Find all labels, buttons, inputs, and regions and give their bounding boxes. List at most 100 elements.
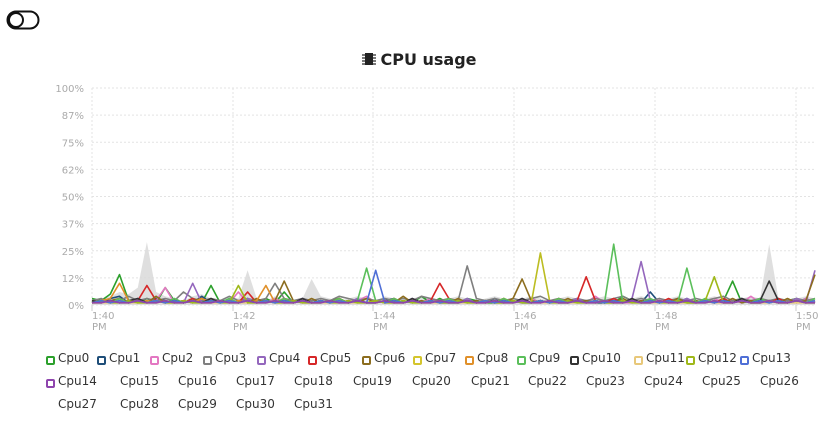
legend-label: Cpu14 — [58, 374, 97, 388]
legend-label: Cpu11 — [646, 351, 685, 365]
legend-item-cpu19[interactable]: Cpu19 — [353, 373, 392, 389]
legend-item-cpu18[interactable]: Cpu18 — [294, 373, 333, 389]
legend-swatch — [46, 356, 55, 365]
legend-label: Cpu8 — [477, 351, 509, 365]
x-tick-ampm: PM — [655, 322, 670, 333]
y-tick-label: 25% — [62, 247, 84, 258]
legend-item-cpu9[interactable]: Cpu9 — [517, 350, 560, 366]
legend-item-cpu25[interactable]: Cpu25 — [702, 373, 741, 389]
x-tick-label: 1:48 — [655, 311, 677, 322]
legend-swatch — [150, 356, 159, 365]
legend-item-cpu28[interactable]: Cpu28 — [120, 396, 159, 412]
legend-item-cpu24[interactable]: Cpu24 — [644, 373, 683, 389]
legend-label: Cpu9 — [529, 351, 561, 365]
x-tick-ampm: PM — [233, 322, 248, 333]
legend-item-cpu0[interactable]: Cpu0 — [46, 350, 89, 366]
legend-label: Cpu16 — [178, 374, 217, 388]
legend-label: Cpu30 — [236, 397, 275, 411]
y-tick-label: 100% — [55, 84, 84, 95]
y-tick-label: 0% — [68, 301, 84, 312]
legend-label: Cpu24 — [644, 374, 683, 388]
legend-item-cpu30[interactable]: Cpu30 — [236, 396, 275, 412]
legend-label: Cpu25 — [702, 374, 741, 388]
legend-swatch — [97, 356, 106, 365]
legend-label: Cpu7 — [425, 351, 457, 365]
y-tick-label: 12% — [62, 274, 84, 285]
legend-label: Cpu13 — [752, 351, 791, 365]
chart-title: CPU usage — [0, 50, 839, 69]
legend-item-cpu7[interactable]: Cpu7 — [413, 350, 456, 366]
x-tick-ampm: PM — [92, 322, 107, 333]
legend-label: Cpu20 — [412, 374, 451, 388]
legend-item-cpu13[interactable]: Cpu13 — [740, 350, 791, 366]
legend-item-cpu17[interactable]: Cpu17 — [236, 373, 275, 389]
legend-item-cpu12[interactable]: Cpu12 — [686, 350, 737, 366]
legend-item-cpu3[interactable]: Cpu3 — [203, 350, 246, 366]
legend-item-cpu22[interactable]: Cpu22 — [528, 373, 567, 389]
y-tick-label: 75% — [62, 138, 84, 149]
x-tick-label: 1:46 — [514, 311, 536, 322]
legend-item-cpu15[interactable]: Cpu15 — [120, 373, 159, 389]
legend-swatch — [257, 356, 266, 365]
legend-label: Cpu23 — [586, 374, 625, 388]
y-tick-label: 62% — [62, 165, 84, 176]
legend-item-cpu6[interactable]: Cpu6 — [362, 350, 405, 366]
legend-swatch — [570, 356, 579, 365]
x-tick-ampm: PM — [796, 322, 811, 333]
legend-label: Cpu15 — [120, 374, 159, 388]
legend-swatch — [413, 356, 422, 365]
x-tick-label: 1:44 — [373, 311, 395, 322]
legend-item-cpu23[interactable]: Cpu23 — [586, 373, 625, 389]
legend-label: Cpu29 — [178, 397, 217, 411]
legend-item-cpu27[interactable]: Cpu27 — [58, 396, 97, 412]
legend-swatch — [634, 356, 643, 365]
legend-swatch — [517, 356, 526, 365]
legend-label: Cpu17 — [236, 374, 275, 388]
x-tick-label: 1:50 — [796, 311, 818, 322]
legend-item-cpu26[interactable]: Cpu26 — [760, 373, 799, 389]
x-tick-label: 1:40 — [92, 311, 114, 322]
series-line-cpu14 — [92, 299, 815, 304]
legend-label: Cpu31 — [294, 397, 333, 411]
legend-item-cpu11[interactable]: Cpu11 — [634, 350, 685, 366]
legend-label: Cpu0 — [58, 351, 90, 365]
legend-swatch — [203, 356, 212, 365]
legend-label: Cpu26 — [760, 374, 799, 388]
cpu-chip-icon — [362, 53, 377, 65]
legend-label: Cpu5 — [320, 351, 352, 365]
legend-label: Cpu10 — [582, 351, 621, 365]
legend-label: Cpu3 — [215, 351, 247, 365]
legend-item-cpu1[interactable]: Cpu1 — [97, 350, 140, 366]
legend-swatch — [465, 356, 474, 365]
legend-item-cpu10[interactable]: Cpu10 — [570, 350, 621, 366]
legend-item-cpu4[interactable]: Cpu4 — [257, 350, 300, 366]
legend-swatch — [362, 356, 371, 365]
legend-label: Cpu2 — [162, 351, 194, 365]
legend-item-cpu5[interactable]: Cpu5 — [308, 350, 351, 366]
legend-item-cpu20[interactable]: Cpu20 — [412, 373, 451, 389]
legend-label: Cpu6 — [374, 351, 406, 365]
x-tick-ampm: PM — [514, 322, 529, 333]
legend-label: Cpu18 — [294, 374, 333, 388]
legend-swatch — [308, 356, 317, 365]
toggle-switch-icon[interactable] — [6, 10, 40, 30]
legend-label: Cpu1 — [109, 351, 141, 365]
legend-swatch — [46, 379, 55, 388]
legend-item-cpu2[interactable]: Cpu2 — [150, 350, 193, 366]
y-tick-label: 37% — [62, 220, 84, 231]
legend-item-cpu29[interactable]: Cpu29 — [178, 396, 217, 412]
legend-item-cpu14[interactable]: Cpu14 — [46, 373, 97, 389]
legend-item-cpu16[interactable]: Cpu16 — [178, 373, 217, 389]
legend-label: Cpu22 — [528, 374, 567, 388]
x-tick-ampm: PM — [373, 322, 388, 333]
legend-label: Cpu21 — [471, 374, 510, 388]
legend-label: Cpu4 — [269, 351, 301, 365]
legend-item-cpu8[interactable]: Cpu8 — [465, 350, 508, 366]
y-tick-label: 87% — [62, 111, 84, 122]
series-line-cpu9 — [91, 243, 816, 304]
legend-item-cpu31[interactable]: Cpu31 — [294, 396, 333, 412]
chart-title-text: CPU usage — [380, 50, 477, 69]
legend-swatch — [686, 356, 695, 365]
legend-swatch — [740, 356, 749, 365]
legend-item-cpu21[interactable]: Cpu21 — [471, 373, 510, 389]
